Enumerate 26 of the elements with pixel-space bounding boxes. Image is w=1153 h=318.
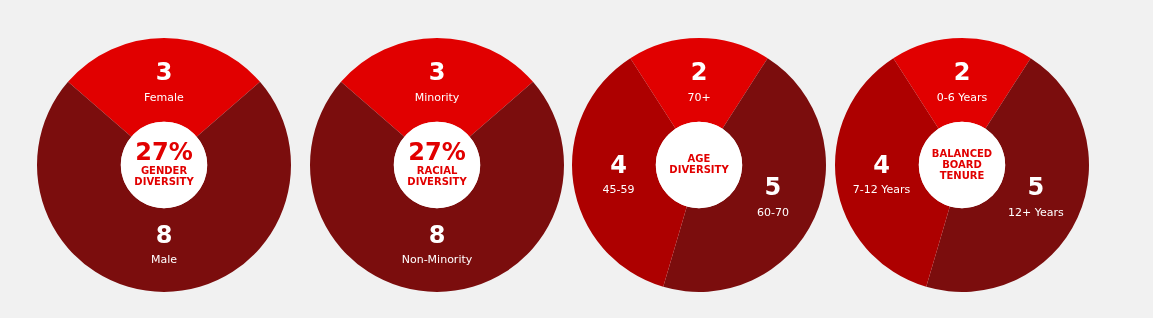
data-label: 4 [873, 150, 890, 179]
slice-label: 7-12 Years [852, 183, 911, 197]
data-label: 4 [610, 150, 627, 179]
slice-label: Female [144, 90, 185, 104]
text: GENDER DIVERSITY [134, 165, 195, 188]
data-label: 8 [428, 220, 446, 249]
text: 27% [135, 138, 193, 167]
slice-label: Minority [414, 90, 460, 104]
slice-label: 0-6 Years [936, 90, 988, 104]
data-label: 2 [953, 57, 971, 86]
text: AGE DIVERSITY [669, 153, 730, 176]
slice-label: 70+ [687, 90, 711, 104]
data-label: 8 [155, 220, 173, 249]
slice-label: Non-Minority [401, 253, 473, 267]
slice-label: 12+ Years [1008, 205, 1065, 219]
slice-label: 45-59 [602, 183, 635, 197]
data-label: 5 [764, 173, 782, 201]
data-label: 3 [155, 57, 173, 86]
slice-label: 60-70 [756, 205, 789, 219]
data-label: 5 [1027, 173, 1045, 201]
data-label: 2 [690, 57, 708, 86]
text: RACIAL DIVERSITY [407, 165, 468, 188]
data-label: 3 [428, 57, 446, 86]
slice-label: Male [150, 253, 178, 267]
text: BALANCED BOARD TENURE [931, 147, 993, 181]
text: 27% [408, 138, 466, 167]
